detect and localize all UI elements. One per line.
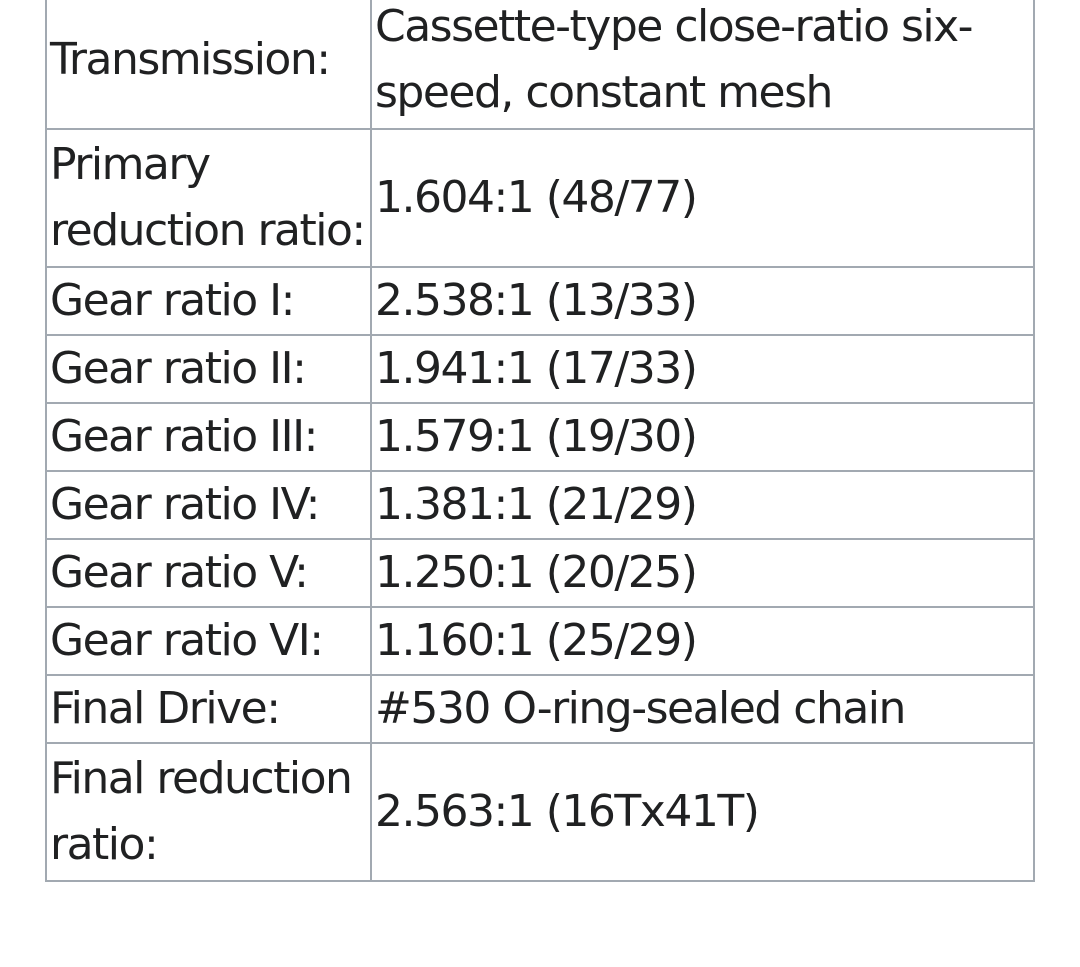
- spec-label-gear-6: Gear ratio VI:: [45, 606, 372, 676]
- table-row: Gear ratio VI: 1.160:1 (25/29): [45, 606, 1035, 676]
- table-row: Final reduction ratio: 2.563:1 (16Tx41T): [45, 742, 1035, 882]
- table-row: Final Drive: #530 O-ring-sealed chain: [45, 674, 1035, 744]
- spec-label-transmission: Transmission:: [45, 0, 372, 130]
- spec-value-final-drive: #530 O-ring-sealed chain: [370, 674, 1035, 744]
- spec-label-gear-4: Gear ratio IV:: [45, 470, 372, 540]
- table-row: Gear ratio II: 1.941:1 (17/33): [45, 334, 1035, 404]
- specifications-table: Transmission: Cassette-type close-ratio …: [45, 0, 1035, 882]
- table-row: Gear ratio V: 1.250:1 (20/25): [45, 538, 1035, 608]
- spec-value-gear-1: 2.538:1 (13/33): [370, 266, 1035, 336]
- spec-label-final-drive: Final Drive:: [45, 674, 372, 744]
- spec-value-gear-3: 1.579:1 (19/30): [370, 402, 1035, 472]
- table-row: Gear ratio III: 1.579:1 (19/30): [45, 402, 1035, 472]
- spec-value-transmission: Cassette-type close-ratio six-speed, con…: [370, 0, 1035, 130]
- table-row: Primary reduction ratio: 1.604:1 (48/77): [45, 128, 1035, 268]
- spec-label-gear-5: Gear ratio V:: [45, 538, 372, 608]
- spec-value-gear-5: 1.250:1 (20/25): [370, 538, 1035, 608]
- spec-label-gear-2: Gear ratio II:: [45, 334, 372, 404]
- spec-value-gear-2: 1.941:1 (17/33): [370, 334, 1035, 404]
- spec-label-gear-3: Gear ratio III:: [45, 402, 372, 472]
- spec-label-gear-1: Gear ratio I:: [45, 266, 372, 336]
- spec-label-final-reduction: Final reduction ratio:: [45, 742, 372, 882]
- table-row: Gear ratio I: 2.538:1 (13/33): [45, 266, 1035, 336]
- spec-value-final-reduction: 2.563:1 (16Tx41T): [370, 742, 1035, 882]
- spec-label-primary-reduction: Primary reduction ratio:: [45, 128, 372, 268]
- spec-value-gear-4: 1.381:1 (21/29): [370, 470, 1035, 540]
- spec-value-gear-6: 1.160:1 (25/29): [370, 606, 1035, 676]
- table-row: Gear ratio IV: 1.381:1 (21/29): [45, 470, 1035, 540]
- table-row: Transmission: Cassette-type close-ratio …: [45, 0, 1035, 130]
- spec-value-primary-reduction: 1.604:1 (48/77): [370, 128, 1035, 268]
